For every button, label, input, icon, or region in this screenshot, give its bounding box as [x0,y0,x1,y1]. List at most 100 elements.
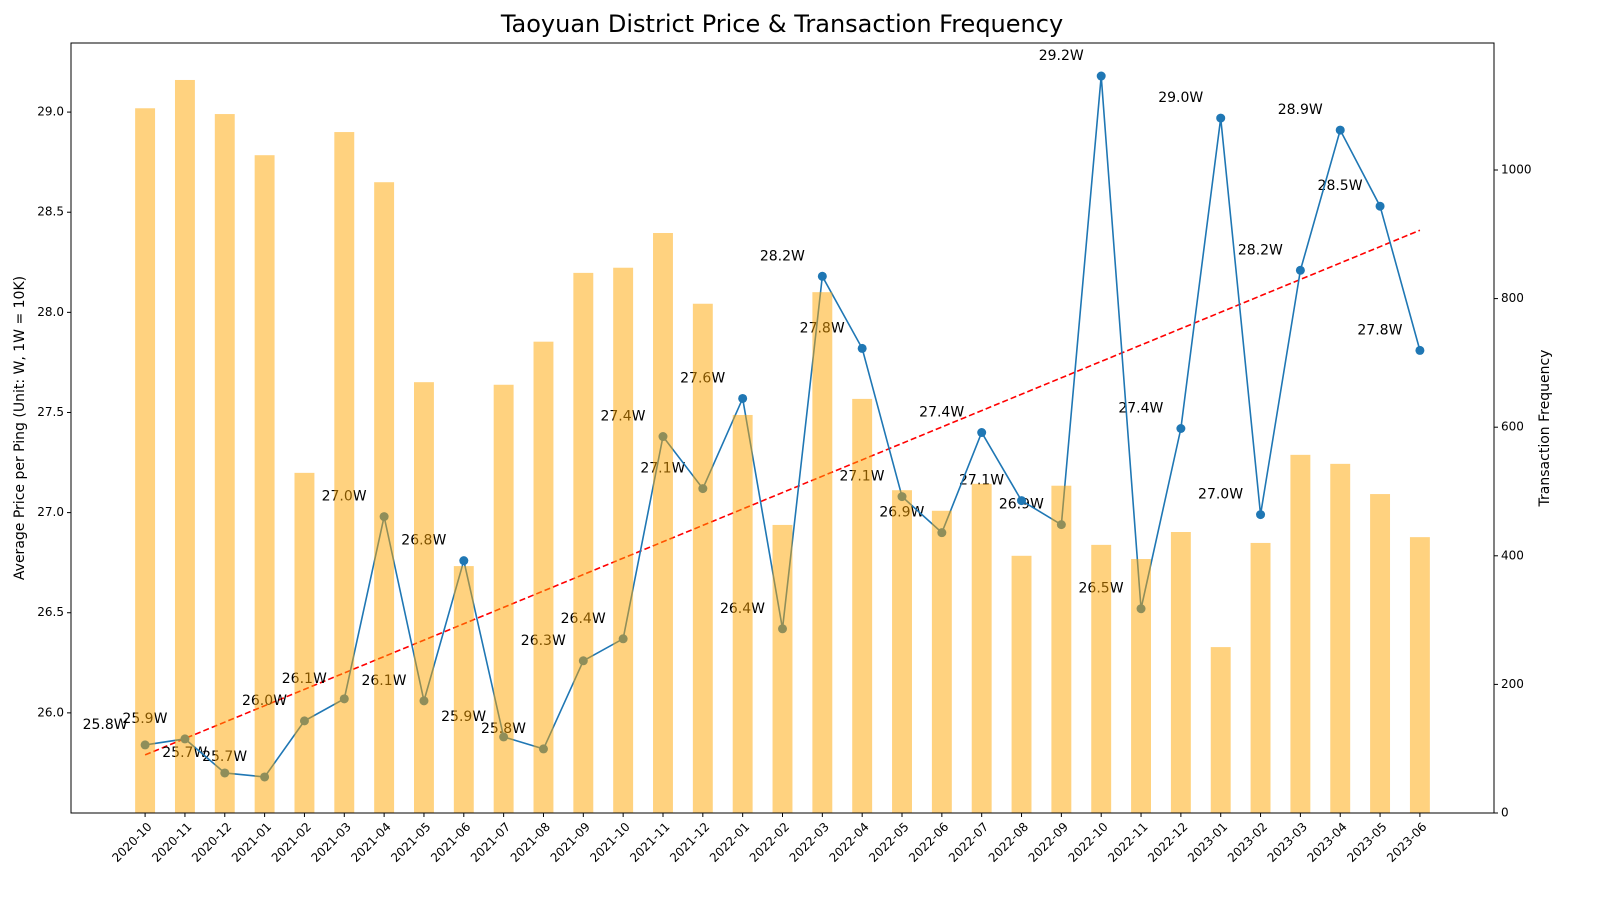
data-label: 25.8W [83,717,128,733]
chart-title: Taoyuan District Price & Transaction Fre… [500,10,1063,38]
price-point [1216,113,1226,123]
frequency-bar [414,382,434,813]
frequency-bar [1250,542,1271,813]
frequency-bar [1330,463,1351,813]
x-tick-label: 2020-11 [149,820,194,865]
y2-tick-label: 800 [1501,291,1524,305]
frequency-bar [493,384,514,813]
y2-tick-label: 600 [1501,420,1524,434]
x-tick-label: 2022-02 [747,820,792,865]
frequency-bar [573,272,594,813]
data-label: 28.9W [1278,102,1323,118]
x-tick-label: 2022-05 [866,820,911,865]
y2-tick-label: 1000 [1501,162,1532,176]
x-tick-label: 2022-03 [787,820,832,865]
x-tick-label: 2020-12 [189,820,234,865]
y-tick-label: 28.5 [37,205,64,219]
price-point [1017,496,1027,506]
frequency-bar [732,414,753,813]
frequency-bar [653,233,673,813]
price-point [1375,201,1385,211]
frequency-bar [692,303,713,813]
y-tick-label: 27.5 [37,405,64,419]
y-tick-label: 26.5 [37,605,64,619]
frequency-bar [294,472,315,813]
price-point [1335,125,1345,135]
data-label: 28.2W [1238,242,1283,258]
frequency-bar [254,155,275,813]
x-tick-label: 2021-07 [468,820,513,865]
data-label: 28.2W [760,248,805,264]
data-label: 27.4W [919,405,964,421]
price-point [1096,71,1106,81]
data-label: 28.5W [1318,178,1363,194]
x-tick-label: 2021-03 [309,820,354,865]
price-point [459,556,469,566]
price-point [1256,510,1266,520]
price-point [1295,265,1305,275]
frequency-bar [1370,494,1391,813]
plot-frame [70,42,1495,814]
frequency-bar [1409,537,1430,813]
y-tick-label: 28.0 [37,305,64,319]
frequency-bar [971,483,992,813]
frequency-bar [374,182,395,813]
frequency-bar [1131,559,1151,813]
x-tick-label: 2021-02 [269,820,314,865]
frequency-bar [135,108,156,813]
frequency-bar [174,79,195,814]
x-tick-label: 2022-08 [986,820,1031,865]
price-point [738,393,748,403]
x-tick-label: 2021-08 [508,820,553,865]
x-tick-label: 2022-10 [1065,820,1110,865]
y2-tick-label: 400 [1501,548,1524,562]
trend-line [144,229,1421,756]
price-point [977,428,987,438]
y2-axis-label: Transaction Frequency [1537,350,1553,508]
price-point [1176,424,1186,434]
x-tick-label: 2023-04 [1304,820,1349,865]
y-tick-label: 27.0 [37,505,64,519]
x-tick-label: 2021-06 [428,820,473,865]
frequency-bar [892,490,912,813]
x-tick-label: 2023-03 [1265,820,1310,865]
x-tick-label: 2021-01 [229,820,274,865]
x-tick-label: 2021-05 [388,820,433,865]
frequency-bar [1091,544,1112,813]
data-label: 27.0W [1198,487,1243,503]
x-tick-label: 2023-02 [1225,820,1270,865]
x-tick-label: 2021-11 [627,820,672,865]
x-tick-label: 2022-04 [826,820,871,865]
price-point [817,271,827,281]
frequency-bar [812,292,833,813]
x-tick-label: 2022-01 [707,820,752,865]
data-label: 27.1W [959,473,1004,489]
x-tick-label: 2023-01 [1185,820,1230,865]
x-tick-label: 2020-10 [109,820,154,865]
frequency-bar [1170,532,1191,813]
data-label: 27.8W [1357,322,1402,338]
x-tick-label: 2022-07 [946,820,991,865]
data-label: 29.0W [1158,90,1203,106]
x-tick-label: 2021-12 [667,820,712,865]
frequency-bar [214,114,235,814]
x-tick-label: 2021-10 [587,820,632,865]
x-tick-label: 2023-06 [1384,820,1429,865]
y2-tick-label: 0 [1501,806,1509,820]
price-point [857,343,867,353]
frequency-bar [334,132,355,813]
frequency-bar [1051,485,1072,813]
x-tick-label: 2021-09 [548,820,593,865]
frequency-bar [1290,454,1311,813]
x-tick-label: 2022-09 [1026,820,1071,865]
x-tick-label: 2022-06 [906,820,951,865]
y-tick-label: 29.0 [37,105,64,119]
x-tick-label: 2023-05 [1344,820,1389,865]
frequency-bar [931,510,952,813]
y-tick-label: 26.0 [37,705,64,719]
price-point [1415,345,1425,355]
frequency-bar [453,566,474,813]
frequency-bar [533,341,554,813]
data-label: 29.2W [1039,48,1084,64]
